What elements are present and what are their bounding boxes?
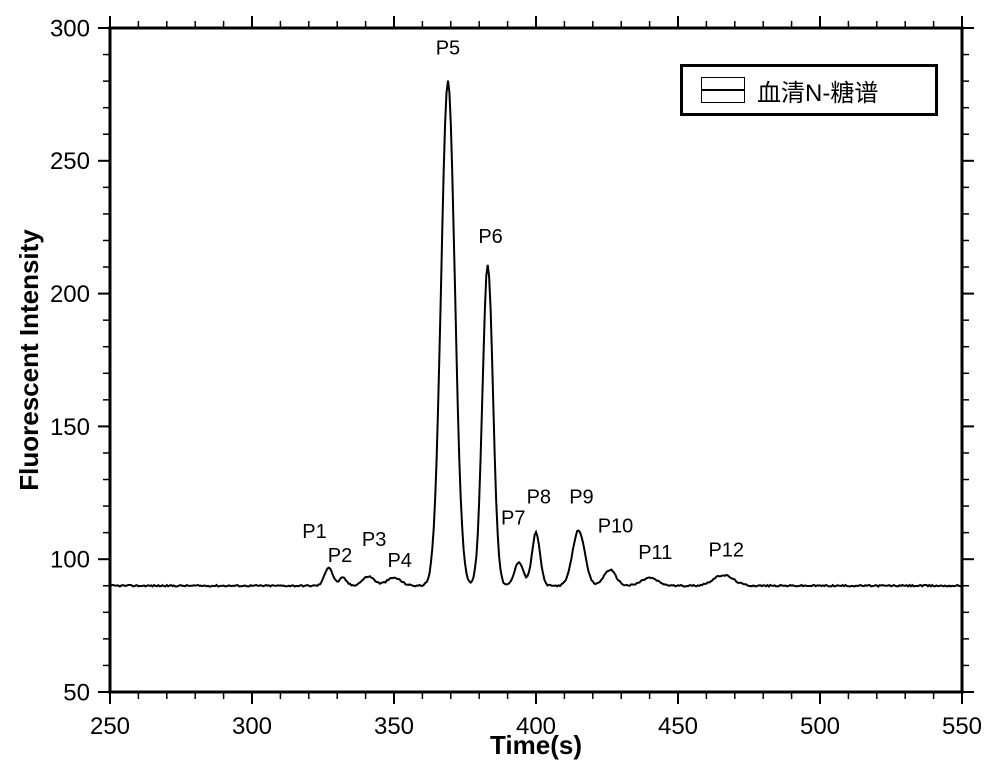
peak-label: P6 xyxy=(478,226,502,248)
y-tick-label: 150 xyxy=(50,414,90,441)
peak-label: P1 xyxy=(302,521,326,543)
peak-label: P4 xyxy=(387,550,411,572)
legend: 血清N-糖谱 xyxy=(680,64,938,116)
peak-label: P2 xyxy=(328,545,352,567)
legend-label: 血清N-糖谱 xyxy=(757,73,878,108)
chart-container: 25030035040045050055050100150200250300Ti… xyxy=(0,0,1000,766)
legend-swatch xyxy=(701,77,745,103)
x-tick-label: 550 xyxy=(942,713,982,740)
y-tick-label: 300 xyxy=(50,15,90,42)
y-tick-label: 200 xyxy=(50,281,90,308)
x-tick-label: 350 xyxy=(374,713,414,740)
peak-label: P7 xyxy=(501,508,525,530)
y-tick-label: 50 xyxy=(63,679,90,706)
x-tick-label: 500 xyxy=(800,713,840,740)
x-tick-label: 300 xyxy=(232,713,272,740)
x-tick-label: 450 xyxy=(658,713,698,740)
peak-label: P8 xyxy=(527,486,551,508)
legend-line xyxy=(702,89,744,91)
peak-label: P5 xyxy=(436,38,460,60)
peak-label: P12 xyxy=(708,540,744,562)
y-axis-title: Fluorescent Intensity xyxy=(14,229,44,491)
y-tick-label: 250 xyxy=(50,148,90,175)
x-axis-title: Time(s) xyxy=(490,730,582,760)
y-tick-label: 100 xyxy=(50,547,90,574)
peak-label: P3 xyxy=(362,529,386,551)
peak-label: P11 xyxy=(638,542,672,564)
x-tick-label: 250 xyxy=(90,713,130,740)
peak-label: P9 xyxy=(569,486,593,508)
peak-label: P10 xyxy=(598,516,634,538)
